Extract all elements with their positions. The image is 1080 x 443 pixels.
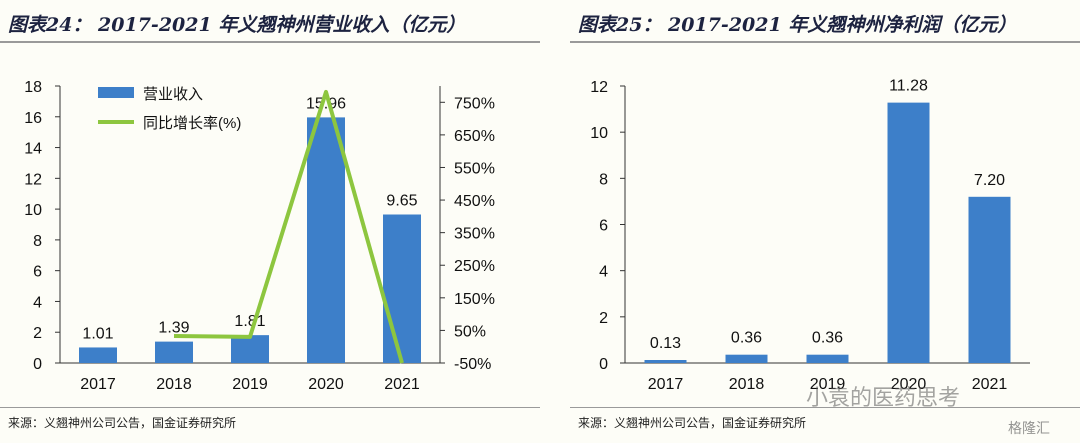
x-tick-label: 2021 [972,376,1008,393]
bar-data-label: 1.01 [82,325,113,342]
figure-24-panel: 图表24： 2017-2021 年义翘神州营业收入（亿元） 0 2 4 6 8 10 12 1… [0,14,540,430]
y2-tick-label: 450% [454,193,495,210]
y2-tick-label: 350% [454,226,495,243]
net-profit-chart: 0 2 4 6 8 10 12 0.13 2017 0.36 2018 0.36 2019 11.28 20… [590,78,1030,393]
bar-data-label: 9.65 [386,192,417,209]
x-tick-label: 2017 [648,376,684,393]
revenue-bar [155,341,193,363]
y-tick-label: 4 [599,264,608,281]
y-tick-label: 2 [33,325,42,342]
revenue-bar [231,335,269,363]
legend-label-revenue: 营业收入 [143,86,203,103]
x-tick-label: 2018 [156,376,192,393]
x-tick-label: 2019 [810,376,846,393]
x-tick-label: 2021 [384,376,420,393]
y2-tick-label: 650% [454,128,495,145]
y-tick-label: 14 [24,141,42,158]
legend-label-growth: 同比增长率(%) [143,115,241,132]
revenue-bar [383,214,421,363]
y2-tick-label: 250% [454,258,495,275]
y2-tick-label: 150% [454,291,495,308]
y-tick-label: 8 [599,171,608,188]
net-profit-bar [887,102,930,364]
y-tick-label: 6 [599,218,608,235]
figure-24-source: 来源：义翘神州公司公告，国金证券研究所 [8,416,237,430]
net-profit-bar [806,354,849,363]
bar-data-label: 1.81 [234,313,265,330]
revenue-bar [307,117,345,363]
figure-24-title: 图表24： 2017-2021 年义翘神州营业收入（亿元） [8,14,466,36]
figure-25-panel: 图表25： 2017-2021 年义翘神州净利润（亿元） 0 2 4 6 8 10 12 0.… [570,0,1080,443]
y-tick-label: 8 [33,233,42,250]
bottom-rule [570,407,1080,408]
y2-tick-label: 750% [454,95,495,112]
bar-data-label: 0.13 [650,335,681,352]
x-tick-label: 2020 [308,376,344,393]
y-tick-label: 18 [24,79,42,96]
y-tick-label: 6 [33,264,42,281]
x-tick-label: 2019 [232,376,268,393]
y-tick-label: 12 [24,171,42,188]
yoy-growth-line [173,89,404,364]
watermark-logo-text: 格隆汇 [1008,421,1050,437]
y2-tick-label: -50% [454,356,491,373]
legend-swatch-revenue [98,87,134,98]
y-tick-label: 12 [590,79,608,96]
y-tick-label: 2 [599,310,608,327]
x-tick-label: 2018 [729,376,765,393]
x-tick-label: 2017 [80,376,116,393]
y-tick-label: 0 [599,356,608,373]
y2-tick-label: 50% [454,323,486,340]
net-profit-bar [644,359,687,363]
watermark-text: 小袁的医药思考 [806,386,961,411]
y-tick-label: 10 [24,202,42,219]
bar-data-label: 0.36 [812,330,843,347]
net-profit-bar [725,354,768,363]
figure-25-title: 图表25： 2017-2021 年义翘神州净利润（亿元） [578,14,1017,36]
bar-data-label: 11.28 [889,78,928,95]
revenue-bar [79,347,117,363]
bar-data-label: 1.39 [158,320,189,337]
top-rule [0,41,540,43]
revenue-chart: 0 2 4 6 8 10 12 14 16 18 -50% 50% 150% 250% 350% 450% 55… [24,79,495,393]
x-tick-label: 2020 [891,376,927,393]
figure-25-source: 来源：义翘神州公司公告，国金证券研究所 [578,416,807,430]
bar-data-label: 0.36 [731,330,762,347]
y-tick-label: 16 [24,110,42,127]
y-tick-label: 4 [33,294,42,311]
top-rule [570,41,1080,43]
y-tick-label: 0 [33,356,42,373]
bottom-rule [0,407,540,408]
bar-data-label: 15.96 [306,95,346,112]
y-tick-label: 10 [590,125,608,142]
bar-data-label: 7.20 [974,172,1005,189]
net-profit-bar [968,196,1011,363]
y2-tick-label: 550% [454,160,495,177]
